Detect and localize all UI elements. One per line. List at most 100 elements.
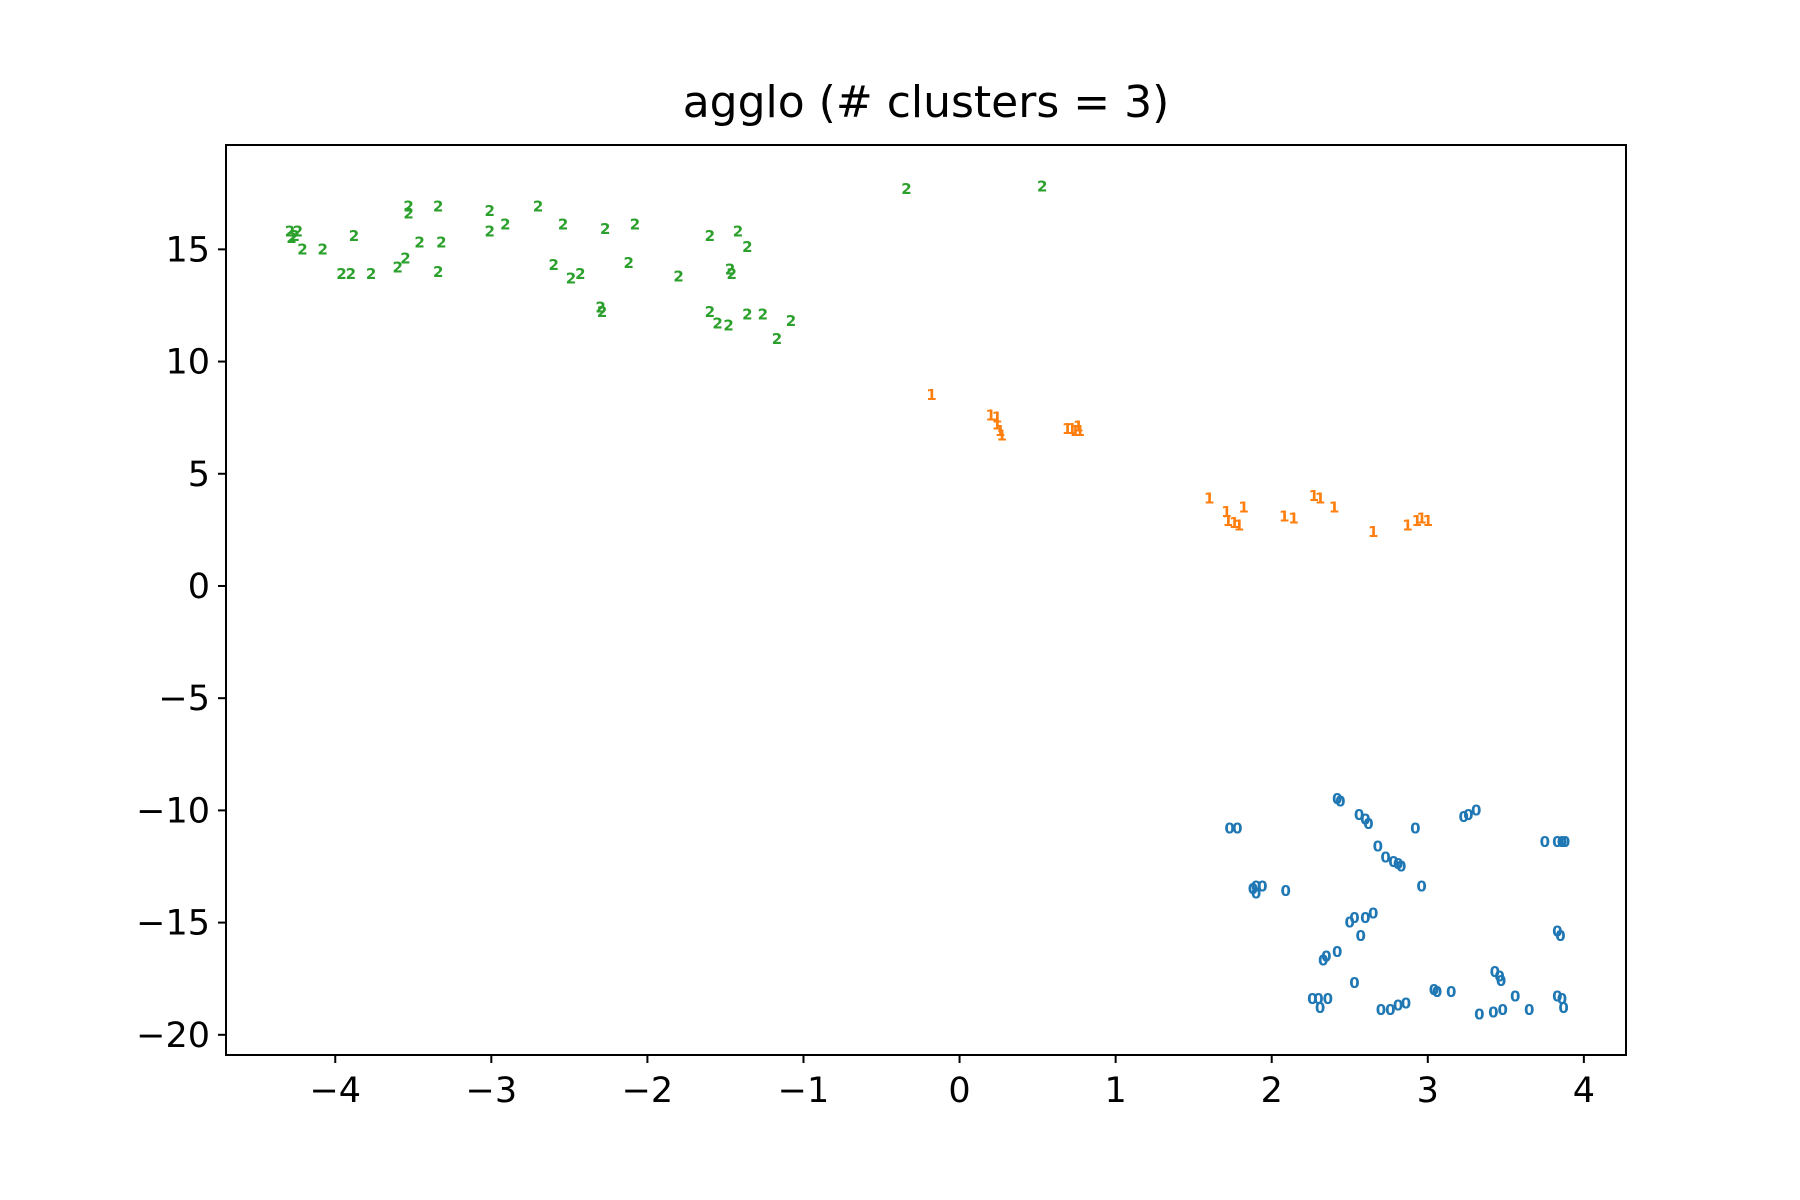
x-tick-label: 3	[1417, 1071, 1439, 1111]
data-point: 0	[1401, 994, 1411, 1012]
data-point: 0	[1471, 801, 1481, 819]
data-point: 2	[403, 198, 413, 216]
data-point: 2	[705, 227, 715, 245]
y-tick-label: 10	[165, 343, 210, 383]
data-point: 1	[1067, 420, 1077, 438]
data-point: 0	[1494, 967, 1504, 985]
data-point: 1	[1075, 422, 1085, 440]
data-point: 2	[786, 312, 796, 330]
data-point: 1	[1329, 498, 1339, 516]
data-point: 1	[1073, 418, 1083, 436]
data-point: 2	[485, 222, 495, 240]
x-tick-label: −1	[778, 1071, 830, 1111]
data-point: 0	[1354, 806, 1364, 824]
data-point: 1	[992, 415, 1002, 433]
x-tick-label: −2	[622, 1071, 674, 1111]
data-point: 0	[1355, 927, 1365, 945]
data-point: 1	[1412, 512, 1422, 530]
data-point: 2	[600, 220, 610, 238]
x-axis: −4 −3 −2 −1 0 1 2 3 4	[309, 1055, 1595, 1111]
data-point: 0	[1555, 927, 1565, 945]
data-point: 0	[1313, 990, 1323, 1008]
data-point: 2	[723, 317, 733, 335]
data-point: 1	[1279, 507, 1289, 525]
data-point: 1	[1309, 487, 1319, 505]
data-point: 0	[1373, 837, 1383, 855]
data-point: 1	[1204, 489, 1214, 507]
data-point: 0	[1323, 990, 1333, 1008]
data-point: 0	[1349, 909, 1359, 927]
data-point: 2	[630, 216, 640, 234]
data-point: 0	[1251, 878, 1261, 896]
data-point: 2	[403, 204, 413, 222]
data-point: 2	[712, 314, 722, 332]
data-point: 2	[297, 240, 307, 258]
data-point: 0	[1552, 988, 1562, 1006]
y-axis: −20 −15 −10 −5 0 5 10 15	[136, 230, 226, 1056]
data-point: 0	[1318, 952, 1328, 970]
data-point: 2	[623, 254, 633, 272]
data-point: 0	[1251, 884, 1261, 902]
data-point: 0	[1380, 849, 1390, 867]
data-point: 0	[1224, 819, 1234, 837]
data-point: 0	[1396, 857, 1406, 875]
data-point: 0	[1557, 833, 1567, 851]
data-point: 1	[1238, 498, 1248, 516]
data-point: 2	[289, 227, 299, 245]
x-tick-label: 1	[1104, 1071, 1126, 1111]
data-point: 2	[725, 261, 735, 279]
data-point: 1	[996, 427, 1006, 445]
data-point: 0	[1360, 810, 1370, 828]
chart-title: agglo (# clusters = 3)	[683, 77, 1170, 128]
plot-area-frame	[225, 144, 1627, 1056]
data-point: 0	[1248, 880, 1258, 898]
data-point: 0	[1335, 792, 1345, 810]
data-point: 0	[1540, 833, 1550, 851]
data-point: 1	[1416, 510, 1426, 528]
data-point: 0	[1376, 1001, 1386, 1019]
data-point: 0	[1232, 819, 1242, 837]
data-point: 2	[597, 303, 607, 321]
data-point: 2	[433, 263, 443, 281]
data-point: 0	[1332, 790, 1342, 808]
y-tick-label: 0	[188, 567, 210, 607]
data-point: 2	[433, 198, 443, 216]
x-tick-label: 2	[1261, 1071, 1283, 1111]
data-point: 0	[1429, 981, 1439, 999]
data-point: 2	[392, 258, 402, 276]
data-point: 2	[500, 216, 510, 234]
data-point: 0	[1558, 999, 1568, 1017]
data-point: 2	[726, 265, 736, 283]
data-point: 0	[1557, 990, 1567, 1008]
data-point: 0	[1345, 914, 1355, 932]
data-point: 0	[1307, 990, 1317, 1008]
data-point: 1	[995, 422, 1005, 440]
data-point: 1	[1221, 503, 1231, 521]
data-point: 0	[1385, 1001, 1395, 1019]
data-point: 2	[485, 202, 495, 220]
x-tick-label: 0	[948, 1071, 970, 1111]
data-point: 2	[549, 256, 559, 274]
data-point: 0	[1524, 1001, 1534, 1019]
data-point: 2	[595, 299, 605, 317]
data-point: 2	[414, 234, 424, 252]
data-point: 1	[986, 406, 996, 424]
data-point: 0	[1393, 855, 1403, 873]
data-point: 0	[1393, 997, 1403, 1015]
data-point: 0	[1463, 806, 1473, 824]
data-point: 2	[742, 238, 752, 256]
data-point: 0	[1368, 905, 1378, 923]
data-point: 0	[1510, 988, 1520, 1006]
data-point: 0	[1360, 909, 1370, 927]
data-point: 0	[1332, 943, 1342, 961]
data-point: 0	[1552, 923, 1562, 941]
y-tick-label: −10	[136, 791, 210, 831]
data-point: 1	[1234, 516, 1244, 534]
data-point: 0	[1488, 1003, 1498, 1021]
